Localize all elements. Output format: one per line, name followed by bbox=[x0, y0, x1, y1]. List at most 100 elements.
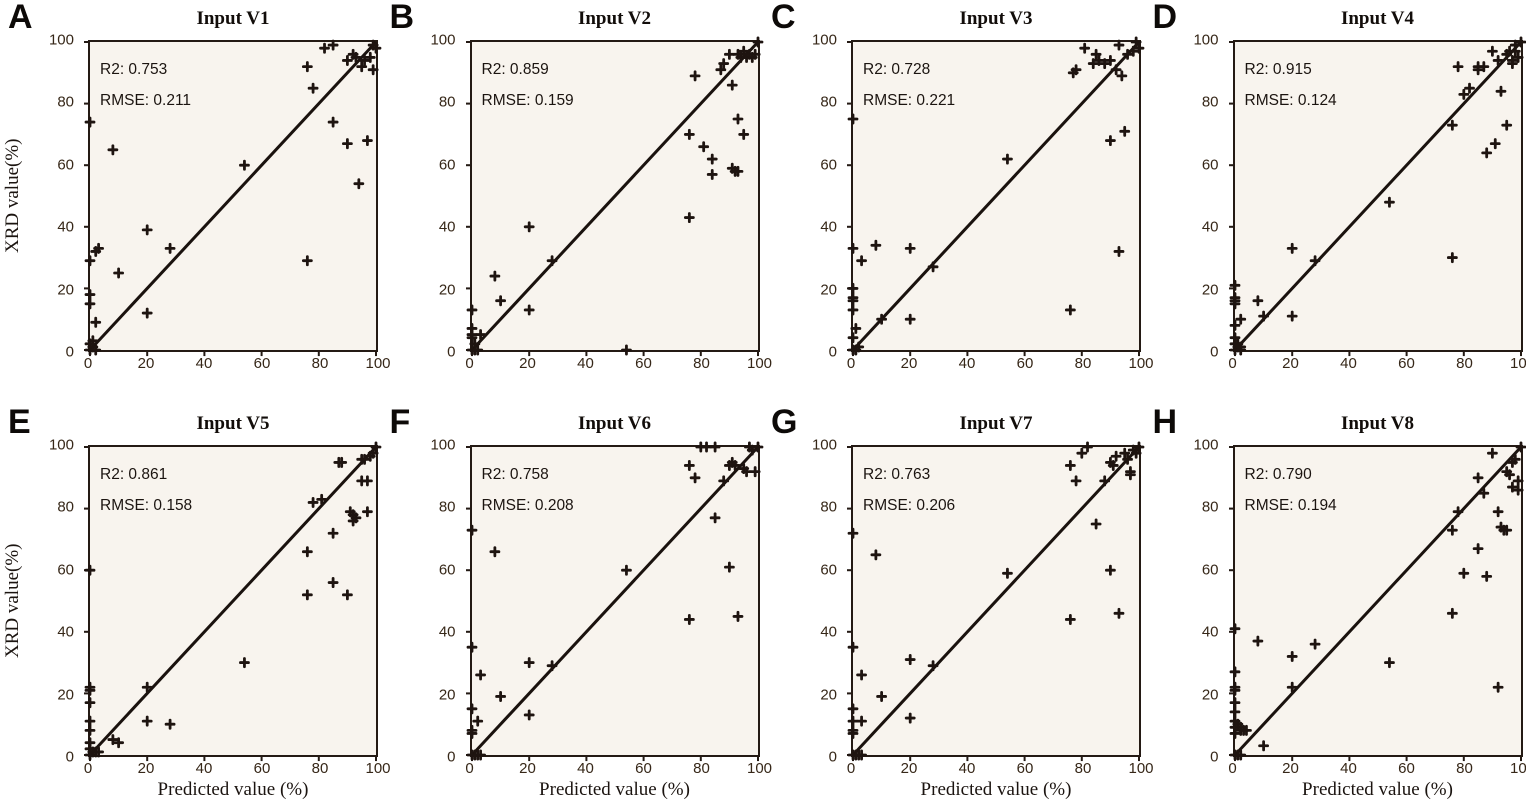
x-tick-label: 100 bbox=[746, 760, 773, 777]
y-tick-label: 100 bbox=[430, 436, 456, 454]
y-tick-label: 100 bbox=[811, 31, 837, 49]
x-tick-label: 20 bbox=[1282, 355, 1299, 372]
stats-annotation: R2: 0.861 RMSE: 0.158 bbox=[100, 459, 192, 521]
x-tick-label: 20 bbox=[900, 355, 918, 372]
x-tick-label: 40 bbox=[1340, 760, 1357, 777]
panel-title: Input V8 bbox=[1340, 413, 1415, 434]
y-tick-label: 80 bbox=[438, 498, 456, 516]
r2-annotation: R2: 0.753 bbox=[100, 61, 168, 78]
panel-title: Input V6 bbox=[577, 413, 652, 434]
x-tick-labels: 0 20 40 60 80 100 bbox=[84, 355, 391, 373]
stats-annotation: R2: 0.790 RMSE: 0.194 bbox=[1245, 459, 1337, 521]
panel-H: H Input V8 0 20 40 60 80 100 R2: 0.790 RMSE: … bbox=[1145, 403, 1526, 810]
r2-annotation: R2: 0.859 bbox=[481, 61, 549, 78]
y-tick-label: 60 bbox=[820, 156, 837, 174]
scatter-canvas bbox=[465, 36, 763, 357]
y-tick-label: 100 bbox=[1193, 31, 1219, 49]
x-axis-label: Predicted value (%) bbox=[539, 779, 690, 800]
panel-title: Input V1 bbox=[196, 8, 270, 29]
x-tick-label: 100 bbox=[365, 355, 391, 372]
rmse-annotation: RMSE: 0.208 bbox=[481, 497, 574, 514]
y-tick-label: 60 bbox=[57, 561, 74, 579]
y-tick-label: 80 bbox=[57, 498, 74, 516]
r2-annotation: R2: 0.763 bbox=[863, 466, 931, 483]
y-tick-label: 20 bbox=[820, 686, 837, 704]
x-tick-label: 80 bbox=[693, 760, 710, 777]
plot-area: R2: 0.859 RMSE: 0.159 bbox=[465, 36, 763, 357]
rmse-annotation: RMSE: 0.221 bbox=[863, 92, 956, 109]
y-tick-label: 20 bbox=[438, 686, 456, 704]
panel-letter-H: H bbox=[1152, 403, 1178, 441]
r2-annotation: R2: 0.915 bbox=[1244, 61, 1312, 78]
y-tick-label: 60 bbox=[820, 561, 837, 579]
y-tick-label: 40 bbox=[57, 218, 74, 236]
y-tick-label: 60 bbox=[57, 156, 74, 174]
y-tick-label: 0 bbox=[65, 748, 74, 766]
x-tick-label: 60 bbox=[635, 355, 652, 372]
rmse-annotation: RMSE: 0.158 bbox=[100, 497, 193, 514]
x-tick-label: 80 bbox=[1456, 760, 1473, 777]
panel-A: A Input V1 XRD value(%) 0 20 40 60 80 100 R2:… bbox=[0, 0, 391, 405]
panel-E: E Input V5 XRD value(%) 0 20 40 60 80 100 R2:… bbox=[0, 403, 391, 810]
x-tick-label: 20 bbox=[137, 760, 155, 777]
panel-title: Input V5 bbox=[196, 413, 270, 434]
plot-area: R2: 0.753 RMSE: 0.211 bbox=[84, 39, 382, 357]
panel-letter-A: A bbox=[8, 0, 33, 36]
x-tick-labels: 0 20 40 60 80 100 bbox=[465, 760, 772, 778]
x-tick-label: 0 bbox=[1228, 760, 1237, 777]
panel-letter-G: G bbox=[771, 403, 798, 441]
panel-letter-B: B bbox=[389, 0, 415, 36]
x-tick-label: 80 bbox=[1456, 355, 1473, 372]
y-tick-label: 20 bbox=[1201, 281, 1219, 299]
panel-letter-E: E bbox=[8, 403, 31, 441]
y-tick-labels: 0 20 40 60 80 100 bbox=[1179, 32, 1227, 361]
x-tick-label: 60 bbox=[253, 760, 271, 777]
panel-D: D Input V4 0 20 40 60 80 100 R2: 0.915 RMSE: … bbox=[1145, 0, 1526, 405]
panel-title: Input V4 bbox=[1340, 8, 1415, 29]
y-tick-label: 0 bbox=[65, 343, 74, 361]
plot-area: R2: 0.915 RMSE: 0.124 bbox=[1228, 36, 1526, 357]
y-tick-label: 20 bbox=[57, 281, 74, 299]
x-tick-labels: 0 20 40 60 80 100 bbox=[84, 760, 391, 778]
x-tick-labels: 0 20 40 60 80 100 bbox=[847, 355, 1154, 373]
x-tick-label: 0 bbox=[1228, 355, 1237, 372]
panel-letter-F: F bbox=[389, 403, 411, 441]
x-tick-label: 100 bbox=[1128, 355, 1154, 372]
y-tick-labels: 0 20 40 60 80 100 bbox=[416, 437, 464, 766]
stats-annotation: R2: 0.859 RMSE: 0.159 bbox=[482, 54, 574, 116]
y-tick-label: 80 bbox=[1201, 93, 1219, 111]
stats-annotation: R2: 0.758 RMSE: 0.208 bbox=[482, 459, 574, 521]
x-tick-label: 100 bbox=[1509, 355, 1526, 372]
y-tick-label: 40 bbox=[57, 623, 74, 641]
stats-annotation: R2: 0.915 RMSE: 0.124 bbox=[1245, 54, 1337, 116]
x-tick-label: 80 bbox=[311, 760, 329, 777]
x-tick-labels: 0 20 40 60 80 100 bbox=[1228, 355, 1526, 373]
x-tick-label: 0 bbox=[83, 760, 93, 777]
rmse-annotation: RMSE: 0.206 bbox=[863, 497, 956, 514]
x-tick-label: 40 bbox=[577, 355, 594, 372]
scatter-canvas bbox=[847, 441, 1145, 762]
y-tick-label: 20 bbox=[820, 281, 837, 299]
plot-area: R2: 0.763 RMSE: 0.206 bbox=[847, 441, 1145, 762]
r2-annotation: R2: 0.728 bbox=[863, 61, 931, 78]
y-tick-labels: 0 20 40 60 80 100 bbox=[416, 32, 464, 361]
x-tick-label: 60 bbox=[253, 355, 271, 372]
x-tick-label: 80 bbox=[1074, 760, 1092, 777]
x-tick-label: 20 bbox=[519, 355, 536, 372]
x-tick-label: 0 bbox=[846, 760, 856, 777]
y-tick-label: 20 bbox=[57, 686, 74, 704]
panel-title: Input V7 bbox=[959, 413, 1033, 434]
y-tick-label: 0 bbox=[1210, 343, 1219, 361]
rmse-annotation: RMSE: 0.194 bbox=[1244, 497, 1337, 514]
x-tick-label: 40 bbox=[958, 355, 976, 372]
plot-area: R2: 0.728 RMSE: 0.221 bbox=[847, 36, 1145, 357]
x-tick-label: 40 bbox=[577, 760, 594, 777]
y-tick-label: 100 bbox=[811, 436, 837, 454]
y-tick-label: 40 bbox=[820, 623, 837, 641]
x-tick-label: 40 bbox=[1340, 355, 1357, 372]
r2-annotation: R2: 0.758 bbox=[481, 466, 549, 483]
x-tick-label: 60 bbox=[1398, 355, 1415, 372]
y-tick-label: 0 bbox=[828, 343, 837, 361]
panel-title: Input V3 bbox=[959, 8, 1033, 29]
